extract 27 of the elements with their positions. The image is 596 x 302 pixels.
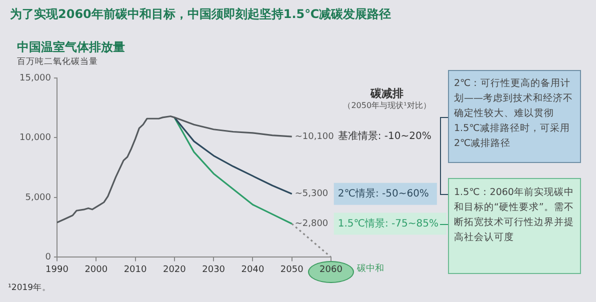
x-tick-label: 2010 (124, 264, 148, 275)
y-tick-label: 0 (45, 252, 52, 263)
chart-subtitle: 中国温室气体排放量 (17, 39, 125, 56)
y-axis-title: 百万吨二氧化碳当量 (17, 56, 98, 68)
text: 碳减排 (369, 86, 404, 101)
data-label: ~10,100 (294, 132, 334, 142)
text: 基准情景: -10~20% (338, 130, 432, 142)
x-tick-label: 2060 (320, 264, 343, 275)
x-tick-label: 2040 (241, 264, 264, 275)
chart-title: 为了实现2060年前碳中和目标，中国须即刻起坚持1.5℃减碳发展路径 (10, 6, 392, 23)
y-tick-label: 10,000 (20, 133, 52, 144)
x-tick-label: 2000 (84, 264, 108, 275)
text: （2050年与现状¹对比） (342, 100, 432, 111)
x-tick-label: 2020 (162, 264, 186, 275)
legend-label: 1.5℃情景: -75~85% (338, 217, 438, 230)
text: 2℃：可行性更高的备用计划——考虑到技术和经济不确定性较大、难以贯彻1.5℃减排路径时，可采用2℃减排路径 (448, 70, 581, 163)
data-label: ~5,300 (294, 189, 328, 200)
legend-label: 2℃情景: -50~60% (338, 187, 429, 200)
x-tick-label: 2050 (280, 264, 304, 275)
y-tick-label: 15,000 (20, 73, 52, 84)
y-tick-label: 5,000 (25, 192, 52, 203)
data-label: ~2,800 (294, 219, 328, 230)
text: 1.5℃：2060年前实现碳中和目标的“硬性要求”。需不断拓宽技术可行性边界并提高社会认可度 (448, 178, 581, 274)
text: 碳中和 (357, 262, 384, 275)
x-tick-label: 2030 (202, 264, 226, 275)
x-tick-label: 1990 (46, 264, 69, 275)
text: ¹2019年。 (8, 282, 52, 294)
